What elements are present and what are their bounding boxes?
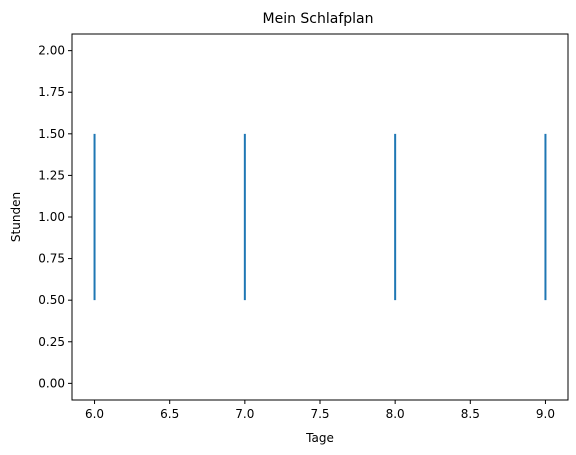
y-tick-label: 1.75 (38, 85, 65, 99)
x-axis-ticks: 6.0 6.5 7.0 7.5 8.0 8.5 9.0 (85, 400, 555, 421)
plot-marks (93, 133, 547, 301)
x-tick-label: 7.0 (235, 407, 254, 421)
x-tick-label: 6.0 (85, 407, 104, 421)
y-tick-label: 2.00 (38, 44, 65, 58)
x-tick-label: 7.5 (310, 407, 329, 421)
y-axis-label: Stunden (9, 192, 23, 242)
y-tick-label: 1.00 (38, 210, 65, 224)
x-tick-label: 6.5 (160, 407, 179, 421)
y-tick-label: 1.25 (38, 168, 65, 182)
y-tick-label: 0.25 (38, 335, 65, 349)
y-tick-label: 0.50 (38, 293, 65, 307)
x-tick-label: 8.0 (386, 407, 405, 421)
x-axis-label: Tage (305, 431, 334, 445)
x-tick-label: 8.5 (461, 407, 480, 421)
x-tick-label: 9.0 (536, 407, 555, 421)
plot-frame (71, 33, 569, 401)
y-tick-label: 0.75 (38, 252, 65, 266)
chart-title: Mein Schlafplan (263, 11, 374, 27)
y-axis-ticks: 0.00 0.25 0.50 0.75 1.00 1.25 1.50 1.75 2.00 (38, 44, 72, 390)
y-tick-label: 0.00 (38, 376, 65, 390)
y-tick-label: 1.50 (38, 127, 65, 141)
